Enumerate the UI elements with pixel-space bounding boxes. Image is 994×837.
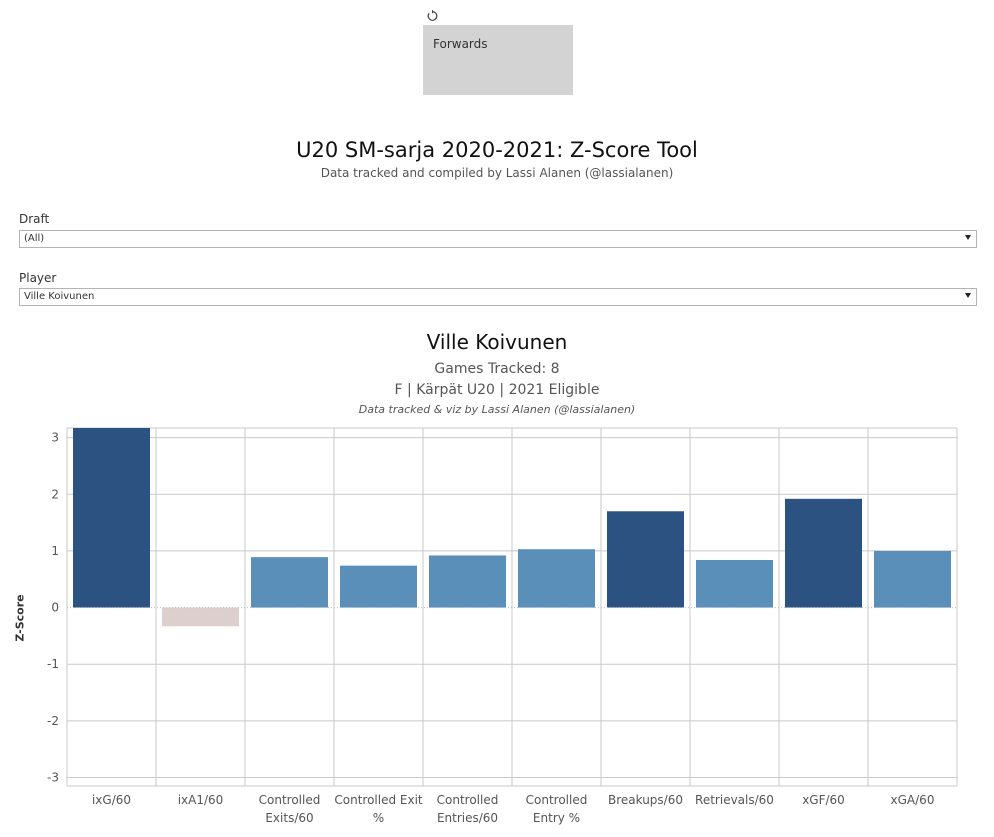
x-tick-label: % [373, 811, 384, 825]
player-filter-value: Ville Koivunen [24, 291, 95, 302]
y-tick-label: 0 [51, 601, 59, 615]
chevron-down-icon [965, 293, 971, 298]
y-tick-label: 2 [51, 487, 59, 501]
forwards-tile[interactable]: Forwards [423, 25, 573, 95]
y-tick-label: 3 [51, 431, 59, 445]
x-tick-label: ixG/60 [92, 793, 131, 807]
x-tick-label: xGA/60 [891, 793, 935, 807]
y-tick-label: -2 [47, 714, 59, 728]
revert-icon[interactable] [425, 9, 439, 23]
games-tracked: Games Tracked: 8 [434, 361, 560, 377]
x-tick-label: Exits/60 [265, 811, 313, 825]
y-tick-label: 1 [51, 544, 59, 558]
forwards-tile-label: Forwards [433, 37, 488, 51]
x-tick-label: Retrievals/60 [695, 793, 774, 807]
bar [696, 559, 773, 608]
dashboard-subtitle: Data tracked and compiled by Lassi Alane… [320, 166, 674, 180]
x-tick-label: Controlled [526, 793, 588, 807]
x-tick-label: Controlled [259, 793, 321, 807]
x-tick-label: Controlled Exit [334, 793, 423, 807]
bar [518, 549, 595, 608]
bar [607, 511, 684, 608]
draft-filter-label: Draft [19, 212, 50, 226]
chart-title: Ville Koivunen [426, 330, 568, 354]
bar [340, 565, 417, 608]
y-tick-label: -1 [47, 657, 59, 671]
bar [162, 607, 239, 627]
player-filter-label: Player [19, 271, 57, 285]
bar [73, 428, 150, 608]
bar [785, 498, 862, 608]
x-tick-label: Breakups/60 [608, 793, 683, 807]
x-tick-label: Entries/60 [437, 811, 498, 825]
x-tick-label: xGF/60 [802, 793, 845, 807]
player-info: F | Kärpät U20 | 2021 Eligible [394, 382, 600, 398]
dashboard-title: U20 SM-sarja 2020-2021: Z-Score Tool [296, 138, 698, 162]
chart-credit: Data tracked & viz by Lassi Alanen (@las… [358, 403, 636, 416]
player-filter-select[interactable]: Ville Koivunen [19, 288, 977, 306]
x-tick-label: Controlled [437, 793, 499, 807]
x-tick-label: ixA1/60 [178, 793, 224, 807]
y-tick-label: -3 [47, 771, 59, 785]
chevron-down-icon [965, 235, 971, 240]
draft-filter-select[interactable]: (All) [19, 230, 977, 248]
bar [251, 557, 328, 608]
x-tick-label: Entry % [533, 811, 580, 825]
draft-filter-value: (All) [24, 233, 45, 244]
bar [429, 555, 506, 608]
bar [874, 550, 951, 608]
